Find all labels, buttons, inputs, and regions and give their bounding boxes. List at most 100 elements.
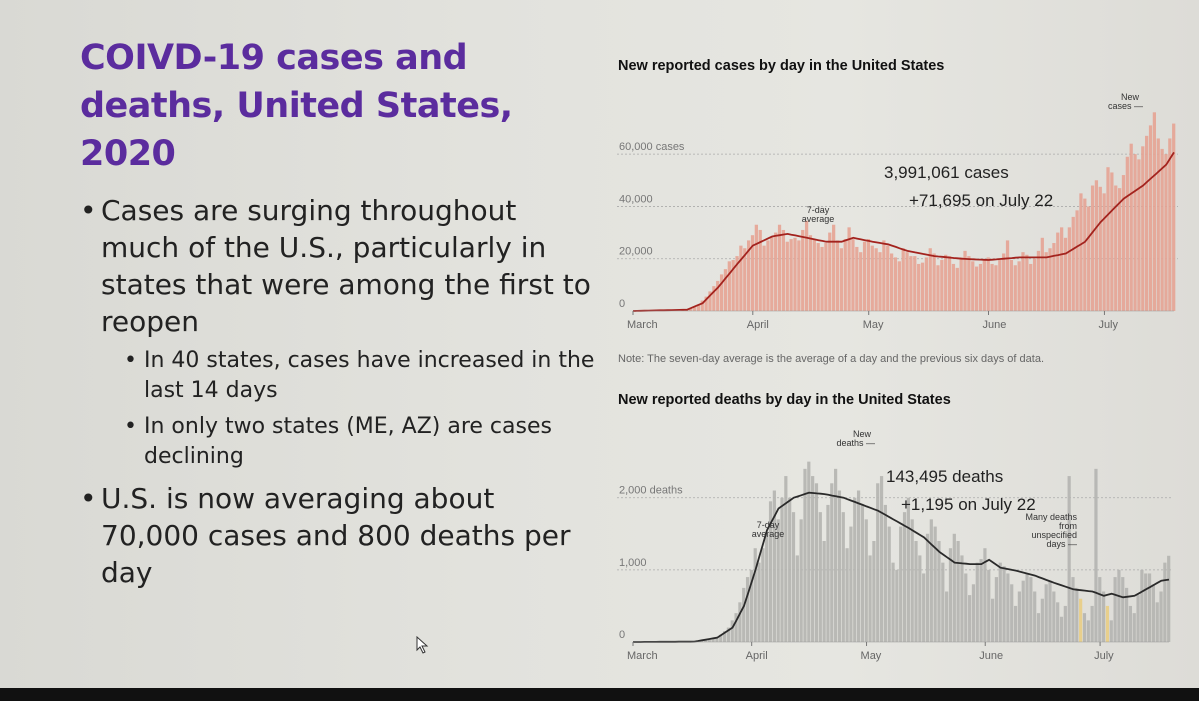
- bar: [1121, 175, 1126, 311]
- bar-label: New: [853, 429, 872, 439]
- bar: [1040, 237, 1044, 311]
- bar: [878, 252, 882, 311]
- bar: [882, 240, 886, 311]
- bar: [776, 519, 780, 642]
- bar: [1098, 186, 1102, 311]
- bar: [726, 627, 731, 642]
- bar: [893, 257, 898, 311]
- bar: [812, 239, 816, 311]
- bullet-item: Cases are surging throughout much of the…: [80, 192, 600, 340]
- latest-annotation: +71,695 on July 22: [909, 191, 1053, 210]
- y-tick-label: 0: [619, 629, 625, 641]
- bar: [963, 250, 967, 311]
- bar: [719, 634, 723, 642]
- y-tick-label: 1,000: [619, 557, 647, 569]
- bar: [948, 548, 953, 642]
- latest-annotation: +1,195 on July 22: [901, 495, 1036, 514]
- bar: [1029, 263, 1033, 311]
- bar: [887, 526, 891, 642]
- bar: [1063, 237, 1068, 311]
- bar: [1025, 254, 1029, 311]
- y-tick-label: 0: [619, 298, 625, 310]
- bar: [797, 240, 801, 311]
- bar: [777, 224, 782, 311]
- bar: [1044, 584, 1048, 642]
- cases-chart-title: New reported cases by day in the United …: [618, 58, 945, 74]
- bar: [866, 239, 871, 311]
- bar: [789, 239, 793, 311]
- x-tick-label: March: [627, 650, 658, 662]
- bar: [711, 638, 715, 642]
- avg-label: 7-day: [757, 520, 780, 530]
- bar: [784, 476, 788, 642]
- avg-label: average: [752, 529, 785, 539]
- bar: [1048, 248, 1052, 311]
- bar: [1090, 605, 1094, 642]
- bar: [990, 263, 994, 311]
- x-tick-label: April: [747, 319, 769, 331]
- bar: [703, 640, 708, 642]
- bar: [975, 266, 979, 311]
- y-tick-label: 40,000: [619, 193, 653, 205]
- bar: [1079, 193, 1083, 311]
- bar: [913, 256, 917, 311]
- bar: [870, 245, 874, 311]
- bar: [868, 555, 872, 642]
- bar: [914, 541, 918, 642]
- bar: [920, 262, 925, 311]
- bar: [839, 248, 843, 311]
- bar: [1005, 240, 1010, 311]
- bar: [845, 548, 849, 642]
- bar: [1155, 602, 1159, 642]
- bar: [936, 265, 940, 311]
- bar: [947, 256, 952, 311]
- slide-title: COIVD-19 cases and deaths, United States…: [80, 38, 513, 174]
- bar: [1056, 602, 1060, 642]
- bar: [886, 245, 890, 311]
- bar: [758, 229, 762, 311]
- bar: [843, 239, 847, 311]
- bar: [739, 245, 743, 311]
- bar: [859, 252, 863, 311]
- sub-bullet-item: In only two states (ME, AZ) are cases de…: [124, 412, 600, 472]
- bar: [835, 240, 840, 311]
- bar: [998, 260, 1002, 311]
- bar: [971, 261, 975, 311]
- bar: [816, 243, 820, 311]
- bar: [727, 261, 731, 311]
- chart-note: Note: The seven-day average is the avera…: [618, 353, 1045, 365]
- avg-label: 7-day: [807, 205, 830, 215]
- bar: [952, 533, 956, 642]
- bar: [1152, 112, 1156, 311]
- bar: [897, 261, 901, 311]
- bar: [945, 591, 949, 642]
- bar: [715, 636, 719, 642]
- bar: [1140, 569, 1144, 642]
- bar: [766, 240, 770, 311]
- bar: [1075, 587, 1079, 642]
- bar: [929, 519, 933, 642]
- bar: [1159, 591, 1163, 642]
- bar: [791, 512, 796, 642]
- bar: [1133, 154, 1137, 311]
- bar: [768, 501, 773, 642]
- bar: [1132, 613, 1136, 642]
- bar: [811, 476, 815, 642]
- screen-bezel: [0, 688, 1199, 701]
- x-tick-label: July: [1094, 650, 1114, 662]
- deaths-chart-title: New reported deaths by day in the United…: [618, 392, 951, 408]
- x-tick-label: April: [746, 650, 768, 662]
- bar: [1021, 580, 1025, 642]
- bar: [855, 246, 859, 311]
- x-tick-label: June: [983, 319, 1007, 331]
- deaths-chart: 0 1,000 2,000 deaths March April May June July 1…: [617, 429, 1173, 662]
- bar: [793, 237, 797, 311]
- bar: [933, 526, 937, 642]
- bar: [1094, 468, 1098, 642]
- bar: [994, 265, 998, 311]
- bar: [1114, 185, 1118, 311]
- x-tick-label: March: [627, 319, 658, 331]
- bar: [1067, 227, 1071, 311]
- bar: [1117, 569, 1121, 642]
- bar: [807, 461, 811, 642]
